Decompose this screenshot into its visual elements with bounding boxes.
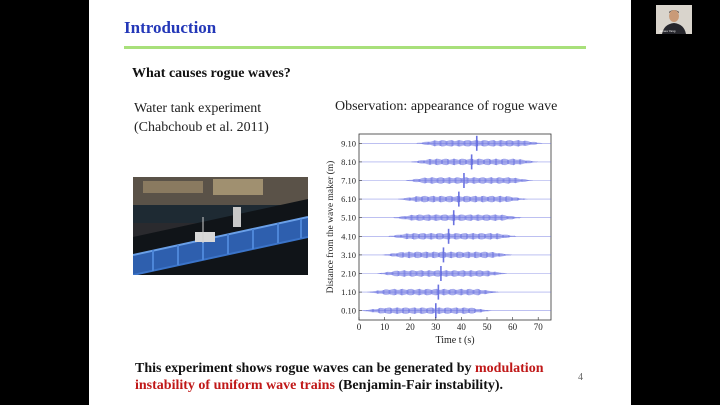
wave-train-2: [377, 270, 507, 277]
slide-conclusion: This experiment shows rogue waves can be…: [135, 360, 585, 394]
experiment-caption-line2: (Chabchoub et al. 2011): [134, 120, 269, 135]
wave-train-8: [411, 158, 538, 166]
wave-train-0: [362, 307, 492, 314]
y-tick-label: 5.10: [341, 213, 356, 223]
wave-train-5: [393, 214, 523, 221]
title-underline: [124, 46, 586, 49]
y-tick-label: 6.10: [341, 194, 356, 204]
slide-title: Introduction: [124, 18, 217, 37]
y-tick-label: 0.10: [341, 306, 356, 316]
conclusion-text-2: (Benjamin-Fair instability).: [334, 378, 504, 393]
plot-frame: [358, 133, 552, 321]
x-tick-label: 20: [406, 322, 416, 332]
participant-name: James Yang: [659, 29, 676, 33]
x-tick-label: 10: [380, 322, 390, 332]
wave-train-7: [405, 177, 533, 184]
experiment-caption: Water tank experiment (Chabchoub et al. …: [134, 99, 269, 137]
y-tick-label: 9.10: [341, 138, 356, 148]
wave-train-4: [388, 233, 518, 240]
wave-train-9: [416, 140, 543, 147]
presentation-slide: Introduction What causes rogue waves? Wa…: [89, 0, 631, 405]
y-tick-label: 7.10: [341, 176, 356, 186]
y-tick-label: 4.10: [341, 231, 356, 241]
x-axis-label: Time t (s): [435, 335, 474, 346]
water-tank-photo: [133, 177, 308, 275]
wave-train-3: [382, 251, 512, 259]
slide-question: What causes rogue waves?: [132, 66, 291, 81]
x-tick-label: 50: [483, 322, 493, 332]
y-tick-label: 2.10: [341, 269, 356, 279]
page-number: 4: [578, 372, 583, 383]
conclusion-highlight: modulation instability of uniform wave t…: [135, 361, 544, 393]
experiment-caption-line1: Water tank experiment: [134, 101, 262, 116]
x-tick-label: 60: [508, 322, 517, 332]
x-tick-label: 40: [457, 322, 467, 332]
wave-train-1: [367, 288, 500, 296]
webcam-thumbnail[interactable]: James Yang: [656, 5, 692, 34]
x-tick-label: 70: [534, 322, 544, 332]
y-tick-label: 8.10: [341, 157, 356, 167]
y-tick-label: 1.10: [341, 287, 356, 297]
x-tick-label: 0: [357, 322, 362, 332]
rogue-wave-chart: 0.10 1.10 2.10 3.10 4.10 5.10 6.10 7.10 8.10 9.10…: [325, 133, 552, 346]
x-tick-label: 30: [431, 322, 441, 332]
participant-avatar: [656, 5, 692, 34]
conclusion-text-1: This experiment shows rogue waves can be…: [135, 361, 476, 376]
y-axis-label: Distance from the wave maker (m): [325, 161, 336, 294]
wave-train-6: [398, 195, 528, 203]
y-tick-label: 3.10: [341, 250, 356, 260]
observation-caption: Observation: appearance of rogue wave: [335, 99, 558, 114]
